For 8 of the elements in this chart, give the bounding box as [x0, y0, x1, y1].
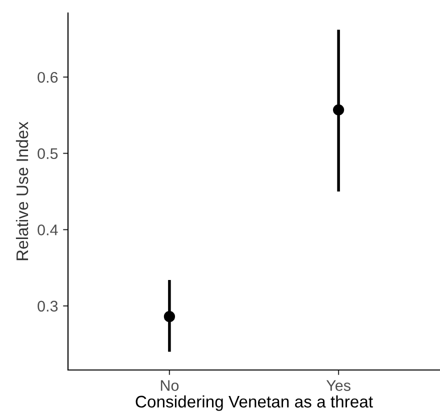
- x-axis-title: Considering Venetan as a threat: [136, 395, 373, 411]
- y-axis-title: Relative Use Index: [16, 122, 28, 260]
- y-tick-label: 0.3: [38, 300, 58, 312]
- y-tick-label: 0.5: [38, 148, 58, 160]
- x-tick-label: No: [160, 380, 179, 391]
- y-tick-label: 0.4: [38, 224, 58, 236]
- y-tick-label: 0.6: [38, 72, 58, 83]
- x-tick-label: Yes: [326, 380, 350, 391]
